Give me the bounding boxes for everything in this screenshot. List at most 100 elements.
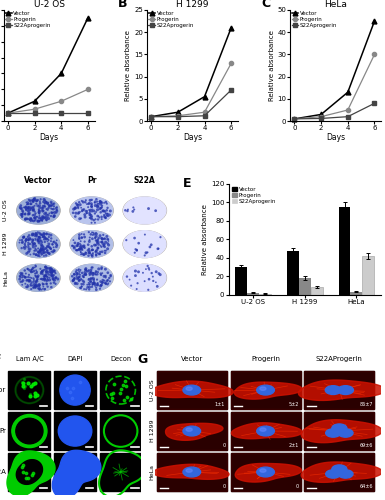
Point <box>41 273 47 281</box>
Point <box>70 242 76 250</box>
Point <box>71 274 77 282</box>
Polygon shape <box>234 382 302 399</box>
Circle shape <box>186 469 192 472</box>
Point <box>38 216 44 224</box>
Point <box>26 210 32 218</box>
Point <box>82 248 89 256</box>
Point <box>24 215 30 223</box>
Point <box>49 270 55 278</box>
Point <box>22 210 28 218</box>
Point <box>37 207 43 215</box>
Point <box>85 275 92 283</box>
Circle shape <box>183 467 201 477</box>
Line: S22Aprogerin: S22Aprogerin <box>6 111 90 116</box>
Point <box>49 269 55 277</box>
Point <box>89 208 95 216</box>
Circle shape <box>17 264 60 291</box>
Point <box>80 250 87 258</box>
Point <box>44 246 50 254</box>
Point <box>50 271 57 279</box>
Point <box>28 472 35 480</box>
Point <box>42 272 49 280</box>
Point <box>32 389 38 397</box>
Point <box>88 214 94 222</box>
Point <box>74 266 80 274</box>
Point <box>30 196 36 204</box>
Point <box>150 272 156 280</box>
Point <box>32 208 38 216</box>
Point <box>41 196 47 203</box>
Point <box>36 206 42 214</box>
Point <box>39 268 45 276</box>
Point <box>72 212 79 220</box>
Point <box>40 248 46 256</box>
Point <box>75 242 81 250</box>
Point <box>48 271 54 279</box>
Point <box>76 273 82 281</box>
Point <box>39 242 45 250</box>
Point <box>24 276 30 284</box>
Point <box>100 207 107 215</box>
Point <box>20 234 27 241</box>
Point <box>46 201 52 209</box>
Point <box>30 203 36 211</box>
Point <box>33 250 39 258</box>
Point <box>93 196 99 203</box>
Point <box>134 246 140 254</box>
Polygon shape <box>301 420 382 442</box>
Point <box>30 236 36 244</box>
Point <box>32 282 38 290</box>
Point <box>18 270 25 278</box>
Point <box>22 210 28 218</box>
Text: S22A: S22A <box>0 469 6 475</box>
Point <box>89 283 95 291</box>
Point <box>35 272 41 280</box>
S22Aprogerin <box>5 110 10 116</box>
Point <box>104 200 110 207</box>
Point <box>78 214 84 222</box>
Point <box>88 278 94 286</box>
Point <box>70 205 77 213</box>
Point <box>104 206 110 214</box>
Ellipse shape <box>60 375 90 405</box>
Point <box>93 286 99 294</box>
Text: HeLa: HeLa <box>3 270 8 286</box>
Point <box>90 272 96 280</box>
Point <box>26 271 32 279</box>
Bar <box>231 372 301 409</box>
Point <box>37 238 43 246</box>
Point <box>26 232 32 239</box>
Point <box>33 262 39 270</box>
Point <box>41 230 47 238</box>
Point <box>44 230 50 237</box>
Point <box>44 210 50 218</box>
Point <box>95 200 101 208</box>
S22Aprogerin <box>85 110 90 116</box>
Vector <box>229 25 233 31</box>
Point <box>20 204 27 212</box>
Point <box>42 275 48 283</box>
Point <box>48 245 54 253</box>
Point <box>35 236 41 244</box>
Point <box>102 272 109 280</box>
Point <box>49 240 55 248</box>
Point <box>45 282 51 290</box>
Point <box>78 274 84 282</box>
Point <box>80 273 87 281</box>
Point <box>43 199 49 207</box>
Point <box>93 284 99 292</box>
Point <box>78 246 84 254</box>
Point <box>32 379 38 387</box>
Point <box>93 236 99 244</box>
Point <box>86 266 92 274</box>
Point <box>42 276 48 283</box>
Point <box>94 206 100 214</box>
Point <box>95 212 102 220</box>
Point <box>100 238 106 246</box>
Point <box>101 242 107 250</box>
Point <box>35 248 41 256</box>
Point <box>132 267 139 275</box>
Point <box>37 198 43 205</box>
Point <box>48 280 54 287</box>
Legend: Vector, Progerin, S22Aprogerin: Vector, Progerin, S22Aprogerin <box>291 10 338 29</box>
